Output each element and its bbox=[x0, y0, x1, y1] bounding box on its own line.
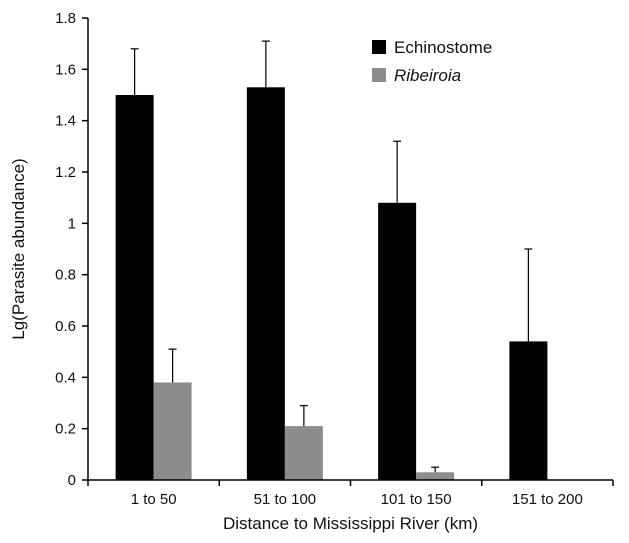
y-tick-label: 1.6 bbox=[55, 61, 76, 78]
bar-ribeiroia-3 bbox=[416, 472, 455, 480]
y-tick-label: 0 bbox=[68, 472, 76, 489]
y-tick-label: 0.2 bbox=[55, 421, 76, 438]
y-tick-label: 1 bbox=[68, 215, 76, 232]
bar-echinostome-2 bbox=[246, 87, 285, 481]
plot-marks bbox=[115, 40, 548, 481]
y-tick-label: 1.4 bbox=[55, 113, 76, 130]
bar-ribeiroia-2 bbox=[284, 426, 323, 480]
y-tick-label: 0.8 bbox=[55, 267, 76, 284]
x-tick-label: 101 to 150 bbox=[381, 491, 452, 508]
x-tick-label: 151 to 200 bbox=[512, 491, 583, 508]
x-axis-label: Distance to Mississippi River (km) bbox=[223, 514, 478, 533]
y-tick-label: 0.4 bbox=[55, 369, 76, 386]
bar-echinostome-1 bbox=[115, 95, 154, 480]
legend-label-echinostome: Echinostome bbox=[394, 38, 492, 57]
bar-echinostome-4 bbox=[509, 341, 548, 480]
y-tick-label: 1.8 bbox=[55, 10, 76, 27]
y-tick-label: 0.6 bbox=[55, 318, 76, 335]
bar-ribeiroia-1 bbox=[153, 382, 192, 480]
x-tick-label: 1 to 50 bbox=[131, 491, 177, 508]
x-axis-ticks: 1 to 50 51 to 100 101 to 150 151 to 200 bbox=[87, 480, 614, 508]
legend: Echinostome Ribeiroia bbox=[372, 38, 492, 85]
y-tick-label: 1.2 bbox=[55, 164, 76, 181]
x-tick-label: 51 to 100 bbox=[254, 491, 317, 508]
legend-label-ribeiroia: Ribeiroia bbox=[394, 66, 461, 85]
bar-echinostome-3 bbox=[378, 202, 417, 481]
legend-swatch-ribeiroia bbox=[372, 68, 386, 82]
legend-swatch-echinostome bbox=[372, 40, 386, 54]
y-axis-ticks: 0 0.2 0.4 0.6 0.8 1 1.2 1.4 1.6 1.8 bbox=[55, 10, 88, 489]
y-axis-label: Lg(Parasite abundance) bbox=[9, 158, 28, 339]
